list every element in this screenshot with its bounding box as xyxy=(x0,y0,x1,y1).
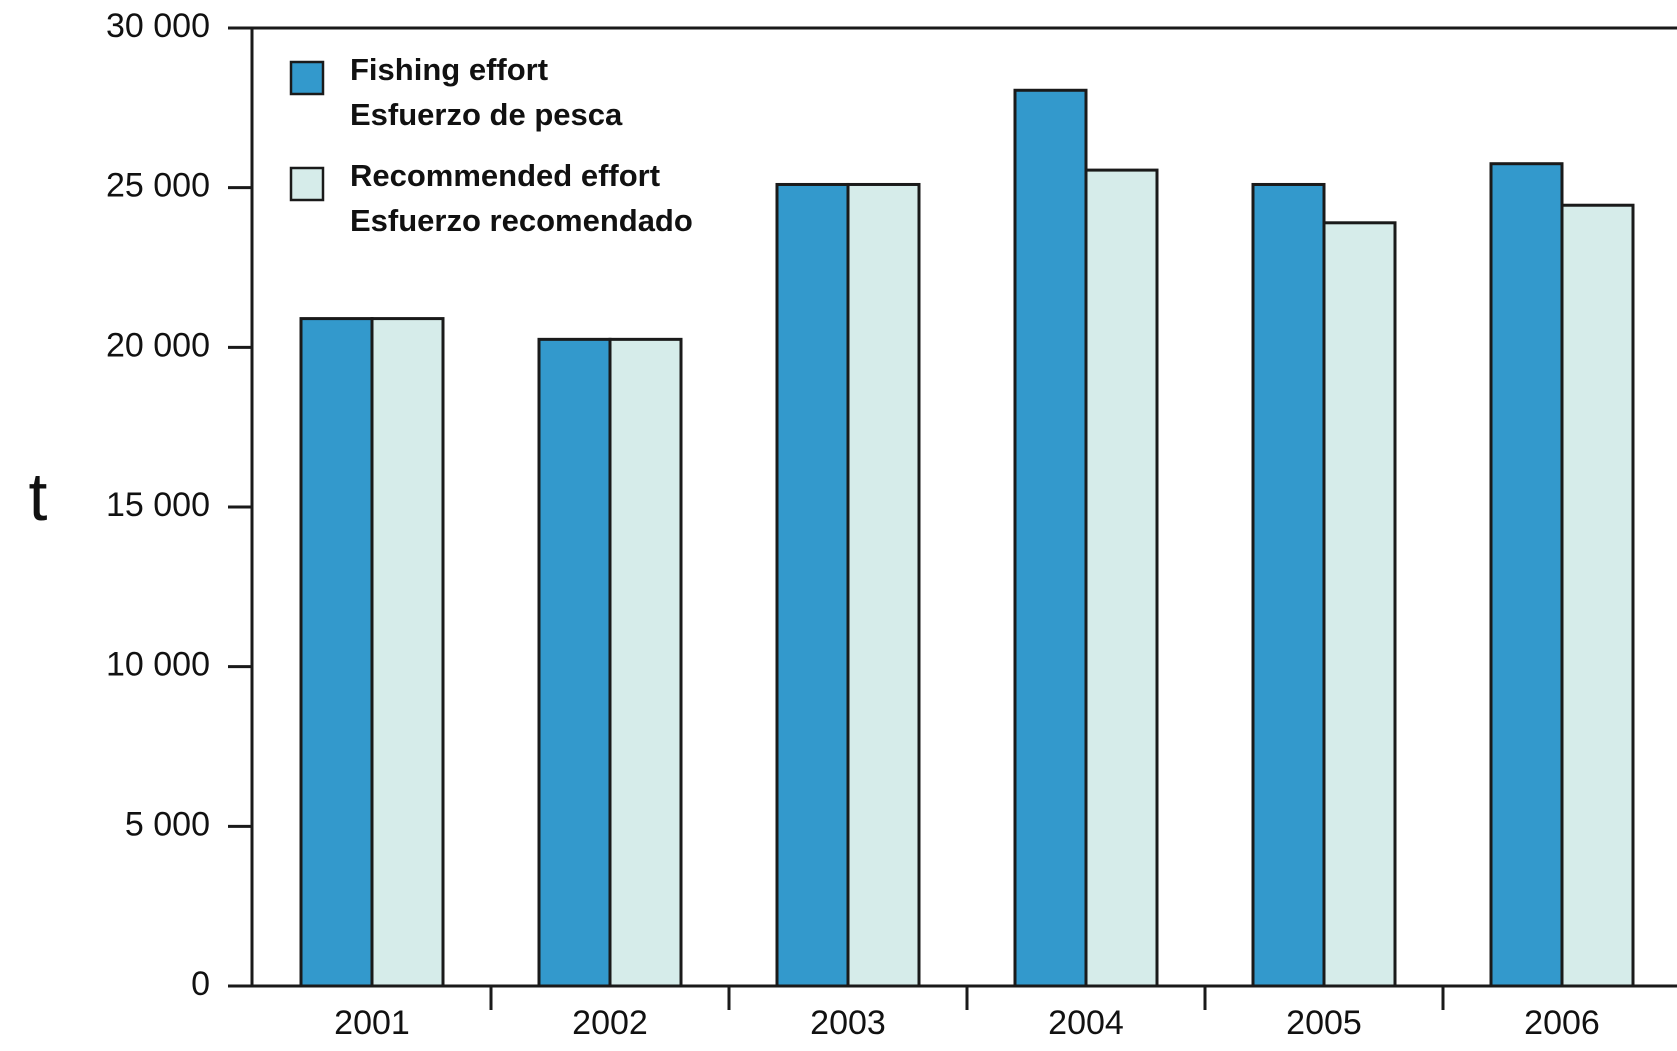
bar-recommended-effort-2003 xyxy=(846,182,921,988)
bar-recommended-effort-2006 xyxy=(1560,203,1635,988)
bars-group xyxy=(299,88,1635,988)
x-tick-label: 2001 xyxy=(334,1004,410,1042)
bar-recommended-effort-2002 xyxy=(608,337,683,988)
y-axis-title: t xyxy=(29,459,48,535)
y-tick-label: 15 000 xyxy=(106,486,210,524)
legend-label-recommended-effort: Recommended effort Esfuerzo recomendado xyxy=(350,158,693,238)
bar-fishing-effort-2006 xyxy=(1489,162,1564,988)
x-tick-label: 2004 xyxy=(1048,1004,1124,1042)
bar-fishing-effort-2002 xyxy=(537,337,612,988)
legend-swatch-fishing-effort xyxy=(289,60,325,96)
legend: Fishing effort Esfuerzo de pesca Recommend… xyxy=(289,52,693,238)
y-tick-label: 25 000 xyxy=(106,167,210,205)
x-tick-label: 2005 xyxy=(1286,1004,1362,1042)
y-tick-label: 0 xyxy=(191,965,210,1003)
x-tick-label: 2003 xyxy=(810,1004,886,1042)
bar-recommended-effort-2004 xyxy=(1084,168,1159,988)
bar-recommended-effort-2001 xyxy=(370,317,445,988)
bar-fishing-effort-2001 xyxy=(299,317,374,988)
y-tick-label: 10 000 xyxy=(106,646,210,684)
x-axis: 2001 2002 2003 2004 2005 2006 xyxy=(252,984,1677,1042)
legend-swatch-recommended-effort xyxy=(289,166,325,202)
bar-fishing-effort-2003 xyxy=(775,182,850,988)
x-tick-label: 2002 xyxy=(572,1004,648,1042)
bar-recommended-effort-2005 xyxy=(1322,221,1397,988)
y-tick-label: 30 000 xyxy=(106,7,210,45)
y-tick-label: 20 000 xyxy=(106,326,210,364)
bar-fishing-effort-2004 xyxy=(1013,88,1088,988)
legend-label-fishing-effort: Fishing effort Esfuerzo de pesca xyxy=(350,52,623,132)
y-tick-label: 5 000 xyxy=(125,805,210,843)
x-tick-label: 2006 xyxy=(1524,1004,1600,1042)
bar-fishing-effort-2005 xyxy=(1251,182,1326,988)
y-axis: 0 5 000 10 000 15 000 20 000 25 000 30 000 xyxy=(106,7,252,1003)
